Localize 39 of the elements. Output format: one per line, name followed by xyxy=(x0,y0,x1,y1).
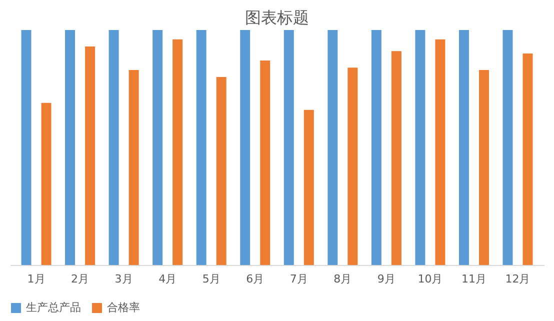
x-tick-label: 6月 xyxy=(246,272,264,286)
bar xyxy=(65,30,76,265)
bar xyxy=(216,77,226,265)
bar xyxy=(371,30,382,265)
x-tick-label: 11月 xyxy=(461,272,486,286)
x-tick-label: 3月 xyxy=(114,272,133,286)
bar xyxy=(435,39,446,265)
bar xyxy=(108,30,119,265)
bar xyxy=(458,30,469,265)
x-tick-label: 12月 xyxy=(505,272,530,286)
bar xyxy=(478,70,489,265)
bar xyxy=(128,70,139,265)
bar xyxy=(240,30,250,265)
bar xyxy=(522,54,533,265)
legend-label: 生产总产品 xyxy=(26,301,81,314)
bar xyxy=(260,60,270,265)
x-tick-label: 10月 xyxy=(418,272,443,286)
x-tick-label: 2月 xyxy=(71,272,90,286)
bar xyxy=(196,30,206,265)
bar xyxy=(415,30,426,265)
bar xyxy=(502,30,513,265)
x-tick-label: 7月 xyxy=(290,272,308,286)
bar xyxy=(41,102,52,265)
bar xyxy=(348,68,358,265)
bar xyxy=(304,110,314,265)
x-tick-label: 8月 xyxy=(334,272,352,286)
bar xyxy=(172,39,183,265)
bar xyxy=(284,30,294,265)
bar xyxy=(152,30,163,265)
bar xyxy=(328,30,338,265)
x-tick-label: 4月 xyxy=(158,272,177,286)
legend-label: 合格率 xyxy=(107,301,140,314)
bar xyxy=(85,46,96,265)
x-tick-label: 1月 xyxy=(27,272,46,286)
bar xyxy=(21,30,32,265)
x-tick-label: 5月 xyxy=(202,272,220,286)
bar xyxy=(391,51,402,265)
chart-title: 图表标题 xyxy=(245,8,309,27)
x-tick-label: 9月 xyxy=(377,272,396,286)
